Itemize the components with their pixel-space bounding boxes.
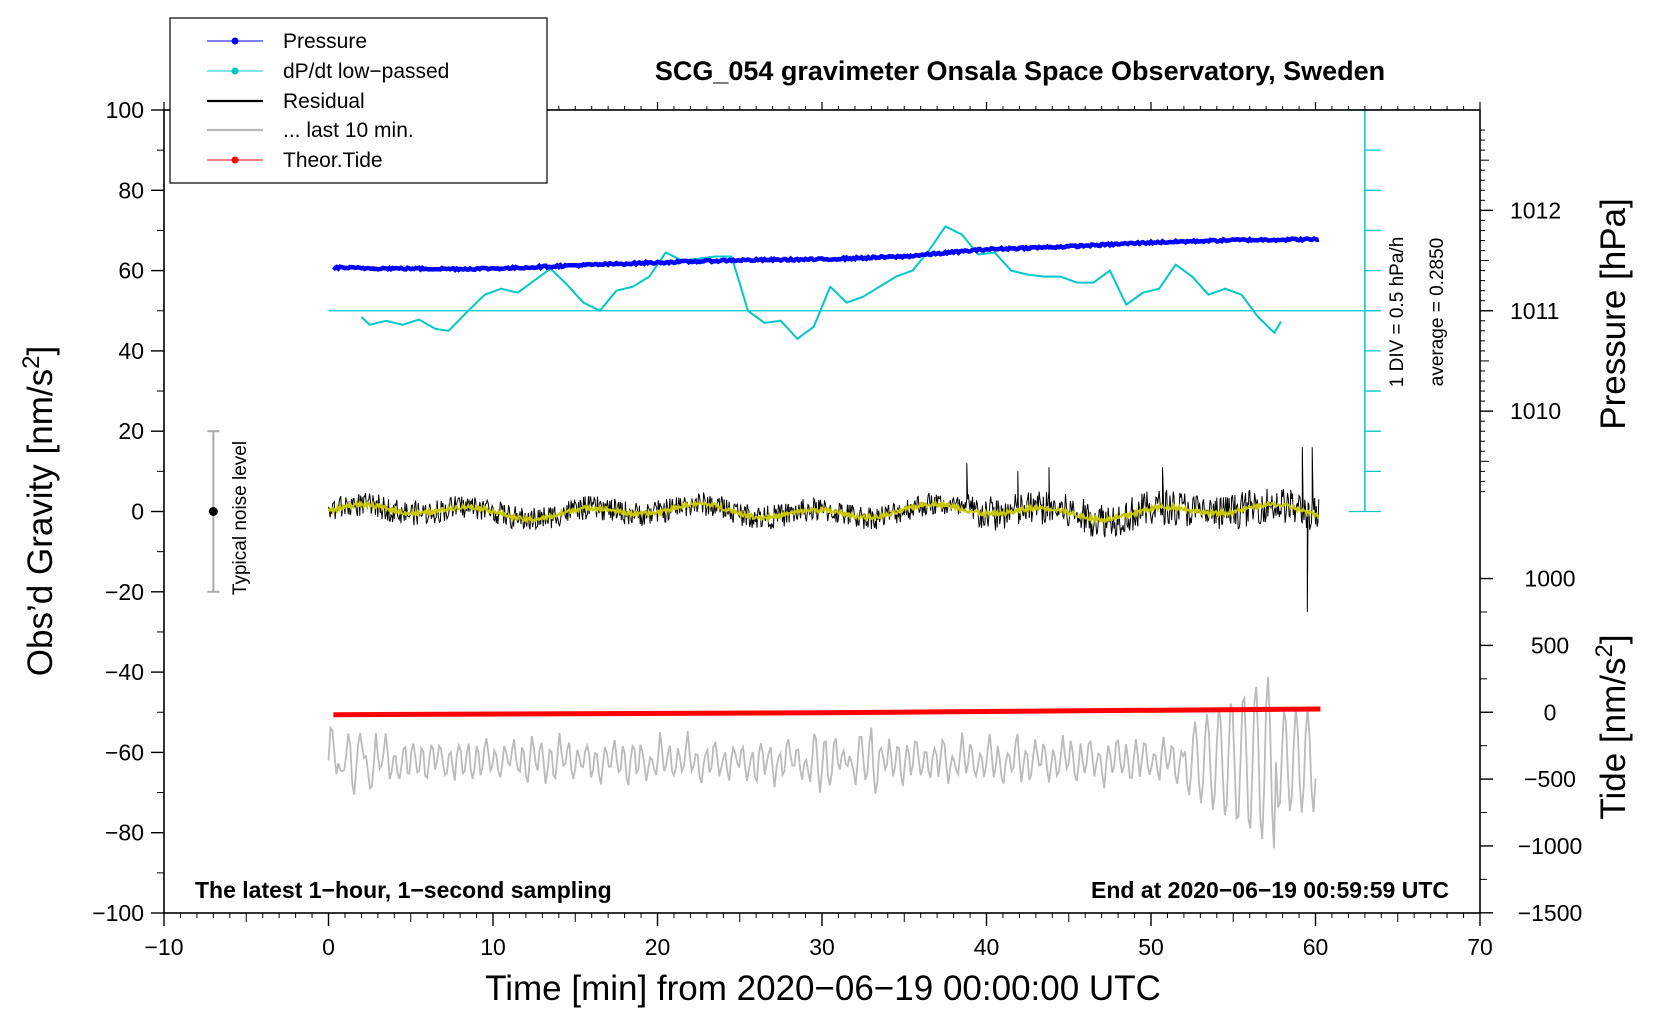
tide-tick-label: 500 — [1531, 632, 1569, 658]
series-theor-tide — [333, 706, 1321, 718]
legend-entry-last10: ... last 10 min. — [207, 119, 414, 142]
x-tick-label: 40 — [974, 934, 1000, 960]
y-tick-label: −40 — [105, 659, 144, 685]
series-pressure — [331, 235, 1320, 273]
footer-right-note: End at 2020−06−19 00:59:59 UTC — [1091, 877, 1449, 903]
pressure-tick-label: 1012 — [1510, 197, 1561, 223]
legend: Pressure dP/dt low−passed Residual ... l… — [169, 17, 548, 184]
x-tick-label: 30 — [809, 934, 835, 960]
noise-level-label: Typical noise level — [230, 441, 251, 595]
data-layer — [207, 109, 1381, 849]
y-tick-label: 20 — [118, 418, 144, 444]
legend-entry-tide: Theor.Tide — [207, 149, 383, 172]
x-tick-label: 50 — [1138, 934, 1164, 960]
pressure-axis-label: Pressure [hPa] — [1594, 198, 1633, 430]
series-residual-smoothed — [327, 498, 1320, 525]
legend-entry-pressure: Pressure — [207, 30, 367, 53]
legend-label-last10: ... last 10 min. — [283, 119, 414, 142]
tide-tick-label: −500 — [1524, 766, 1576, 792]
dpdt-scale-average-label: average = 0.2850 — [1427, 238, 1448, 386]
y-axis-label-end: ] — [21, 346, 60, 356]
legend-entry-residual: Residual — [207, 90, 365, 113]
series-dpdt-low-passed — [360, 225, 1282, 340]
y-tick-label: 100 — [106, 97, 144, 123]
legend-label-residual: Residual — [283, 90, 365, 113]
x-tick-label: 0 — [322, 934, 335, 960]
y-tick-label: 40 — [118, 338, 144, 364]
x-axis-label: Time [min] from 2020−06−19 00:00:00 UTC — [485, 969, 1161, 1008]
legend-dot-pressure — [231, 37, 239, 45]
y-tick-label: −100 — [92, 900, 144, 926]
tide-axis-label-end: ] — [1594, 634, 1633, 644]
y-axis-label: Obs’d Gravity [nm/s2] — [18, 346, 60, 676]
axes-layer: −10 0 10 20 30 40 50 60 70−100−80−60−40−20020406… — [92, 97, 1582, 960]
y-tick-label: −80 — [105, 820, 144, 846]
legend-label-pressure: Pressure — [283, 30, 367, 53]
y-tick-label: −60 — [105, 739, 144, 765]
x-tick-label: 70 — [1467, 934, 1493, 960]
x-tick-label: 60 — [1303, 934, 1329, 960]
dpdt-scale-div-label: 1 DIV = 0.5 hPa/h — [1387, 237, 1408, 388]
tide-tick-label: −1000 — [1518, 833, 1583, 859]
y-tick-label: 60 — [118, 258, 144, 284]
y-tick-label: −20 — [105, 579, 144, 605]
tide-tick-label: −1500 — [1518, 900, 1583, 926]
y-axis-label-main: Obs’d Gravity [nm/s — [21, 369, 60, 676]
tide-axis-label-sup: 2 — [1591, 644, 1618, 657]
series-last-10-min — [327, 676, 1317, 849]
legend-dot-tide — [231, 156, 239, 164]
tide-tick-label: 1000 — [1524, 566, 1575, 592]
x-tick-label: 10 — [480, 934, 506, 960]
tide-tick-label: 0 — [1544, 699, 1557, 725]
tide-axis-label-main: Tide [nm/s — [1594, 658, 1633, 820]
y-tick-label: 80 — [118, 177, 144, 203]
chart-title: SCG_054 gravimeter Onsala Space Observat… — [655, 56, 1385, 86]
x-tick-label: −10 — [144, 934, 183, 960]
noise-bar-center-dot — [208, 507, 218, 516]
tide-axis-label: Tide [nm/s2] — [1591, 634, 1633, 819]
pressure-tick-label: 1011 — [1510, 298, 1559, 324]
y-axis-label-sup: 2 — [18, 356, 45, 369]
legend-entry-dpdt: dP/dt low−passed — [207, 60, 449, 83]
legend-label-dpdt: dP/dt low−passed — [283, 60, 449, 83]
legend-label-tide: Theor.Tide — [283, 149, 383, 172]
y-tick-label: 0 — [131, 499, 144, 525]
legend-dot-dpdt — [231, 67, 239, 75]
footer-left-note: The latest 1−hour, 1−second sampling — [195, 877, 612, 903]
x-tick-label: 20 — [645, 934, 671, 960]
pressure-tick-label: 1010 — [1510, 398, 1561, 424]
